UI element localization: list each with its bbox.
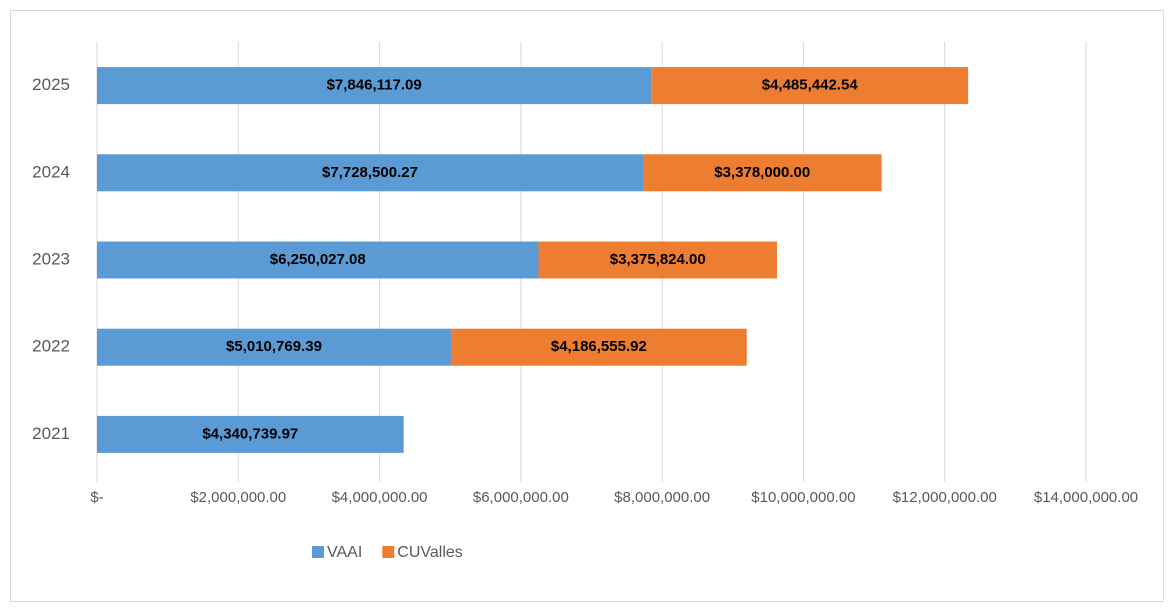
bar-segment xyxy=(97,328,451,366)
y-tick-label: 2025 xyxy=(32,75,70,94)
y-tick-label: 2024 xyxy=(32,162,70,181)
data-label: $4,485,442.54 xyxy=(762,77,859,94)
x-tick-label: $2,000,000.00 xyxy=(190,489,286,506)
data-label: $4,186,555.92 xyxy=(551,338,647,355)
bar-segment xyxy=(651,67,969,105)
bar-segment xyxy=(97,415,404,453)
x-tick-label: $14,000,000.00 xyxy=(1034,489,1138,506)
bar-segment xyxy=(538,241,777,279)
legend-label: CUValles xyxy=(397,544,463,561)
chart-frame xyxy=(10,10,1164,602)
data-label: $5,010,769.39 xyxy=(226,338,322,355)
x-tick-label: $12,000,000.00 xyxy=(893,489,997,506)
data-label: $3,375,824.00 xyxy=(610,251,706,268)
y-tick-label: 2022 xyxy=(32,337,70,356)
y-tick-label: 2021 xyxy=(32,424,70,443)
data-label: $4,340,739.97 xyxy=(202,425,298,442)
bar-segment xyxy=(97,154,643,192)
legend-label: VAAI xyxy=(327,544,362,561)
legend-swatch xyxy=(382,546,395,558)
x-tick-label: $4,000,000.00 xyxy=(332,489,428,506)
bar-segment xyxy=(97,241,539,279)
data-label: $7,846,117.09 xyxy=(327,77,422,94)
legend-swatch xyxy=(312,546,324,558)
data-label: $7,728,500.27 xyxy=(322,164,418,181)
x-tick-label: $- xyxy=(90,489,103,506)
data-label: $6,250,027.08 xyxy=(270,251,366,268)
bar-segment xyxy=(450,328,747,366)
bar-segment xyxy=(642,154,882,192)
x-tick-label: $6,000,000.00 xyxy=(473,489,569,506)
data-label: $3,378,000.00 xyxy=(714,164,810,181)
x-tick-label: $10,000,000.00 xyxy=(751,489,855,506)
y-tick-label: 2023 xyxy=(32,249,70,268)
bar-segment xyxy=(97,67,652,105)
x-tick-label: $8,000,000.00 xyxy=(614,489,710,506)
